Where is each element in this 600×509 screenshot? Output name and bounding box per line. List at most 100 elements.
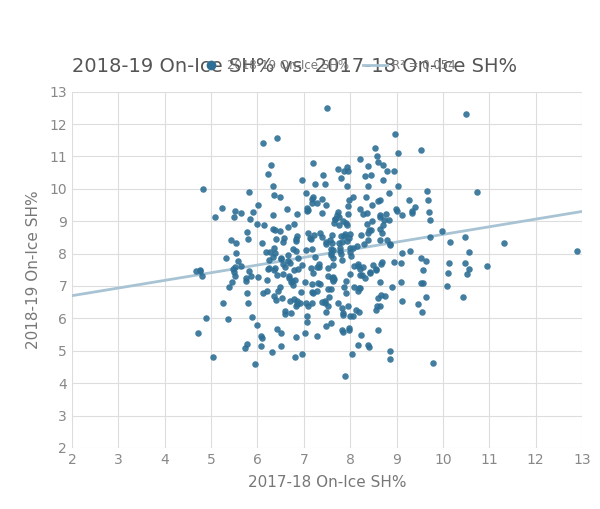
Point <box>231 249 241 257</box>
Point <box>270 225 280 234</box>
Point <box>250 360 260 368</box>
Point <box>290 276 300 284</box>
Point <box>273 287 283 295</box>
Point <box>334 213 344 221</box>
Point <box>198 185 208 193</box>
Point <box>224 283 233 291</box>
Point <box>313 199 322 207</box>
Point <box>376 278 385 286</box>
Point <box>265 248 274 257</box>
Point <box>301 299 311 307</box>
Point <box>458 293 467 301</box>
Point <box>382 210 391 218</box>
Point <box>346 244 355 252</box>
Point <box>310 180 319 188</box>
Point <box>464 248 474 256</box>
Point <box>375 302 385 310</box>
Point <box>383 236 392 244</box>
Point <box>272 325 281 333</box>
Point <box>334 220 344 229</box>
Point <box>380 292 390 300</box>
Point <box>389 167 399 175</box>
Point <box>360 274 370 282</box>
Point <box>322 322 331 330</box>
Point <box>337 326 347 334</box>
Point <box>262 276 272 284</box>
Point <box>421 257 431 265</box>
Point <box>265 256 274 264</box>
Point <box>313 279 323 288</box>
Point <box>236 209 245 217</box>
Point <box>410 203 420 211</box>
Point <box>329 277 338 286</box>
Point <box>266 161 276 169</box>
Point <box>276 342 286 350</box>
Point <box>460 233 470 241</box>
Point <box>292 232 302 240</box>
Point <box>445 259 454 267</box>
Point <box>424 208 433 216</box>
Point <box>338 216 348 224</box>
Point <box>344 210 353 218</box>
Point <box>375 196 385 204</box>
Point <box>373 326 383 334</box>
Point <box>291 333 301 342</box>
Point <box>221 254 231 262</box>
Point <box>270 249 280 257</box>
Point <box>302 204 311 212</box>
Point <box>341 219 351 227</box>
Point <box>308 195 317 204</box>
Point <box>335 244 344 252</box>
Point <box>307 288 317 296</box>
Point <box>323 302 332 310</box>
Point <box>301 189 311 197</box>
Point <box>319 172 328 180</box>
Point <box>364 236 373 244</box>
Point <box>396 259 406 267</box>
Point <box>320 296 329 304</box>
Point <box>343 182 352 190</box>
Point <box>252 321 262 329</box>
Point <box>248 208 257 216</box>
Point <box>292 235 301 243</box>
Point <box>253 220 262 229</box>
Point <box>373 302 382 310</box>
Point <box>302 207 312 215</box>
Point <box>391 130 400 138</box>
Point <box>233 257 242 265</box>
Point <box>363 341 373 349</box>
Point <box>340 231 350 239</box>
Point <box>376 213 385 221</box>
Point <box>362 219 371 228</box>
Point <box>278 238 288 246</box>
Point <box>337 238 346 246</box>
Point <box>275 193 285 201</box>
Point <box>308 193 318 201</box>
Point <box>259 139 268 147</box>
Point <box>290 294 299 302</box>
Point <box>418 279 428 287</box>
Point <box>271 235 281 243</box>
Point <box>191 267 200 275</box>
Point <box>374 197 383 205</box>
Point <box>323 272 332 280</box>
Point <box>321 307 331 316</box>
Point <box>326 251 336 259</box>
Point <box>389 258 399 266</box>
Point <box>325 236 335 244</box>
Point <box>328 273 338 281</box>
Point <box>301 277 310 286</box>
Point <box>268 182 277 190</box>
Point <box>349 193 358 202</box>
Point <box>290 353 300 361</box>
Point <box>286 259 295 267</box>
Point <box>352 241 362 249</box>
Point <box>280 310 290 318</box>
Point <box>347 350 357 358</box>
Point <box>356 231 365 239</box>
Point <box>323 285 332 293</box>
Point <box>327 239 337 247</box>
Point <box>346 312 355 320</box>
Point <box>275 283 285 291</box>
Point <box>210 213 220 221</box>
